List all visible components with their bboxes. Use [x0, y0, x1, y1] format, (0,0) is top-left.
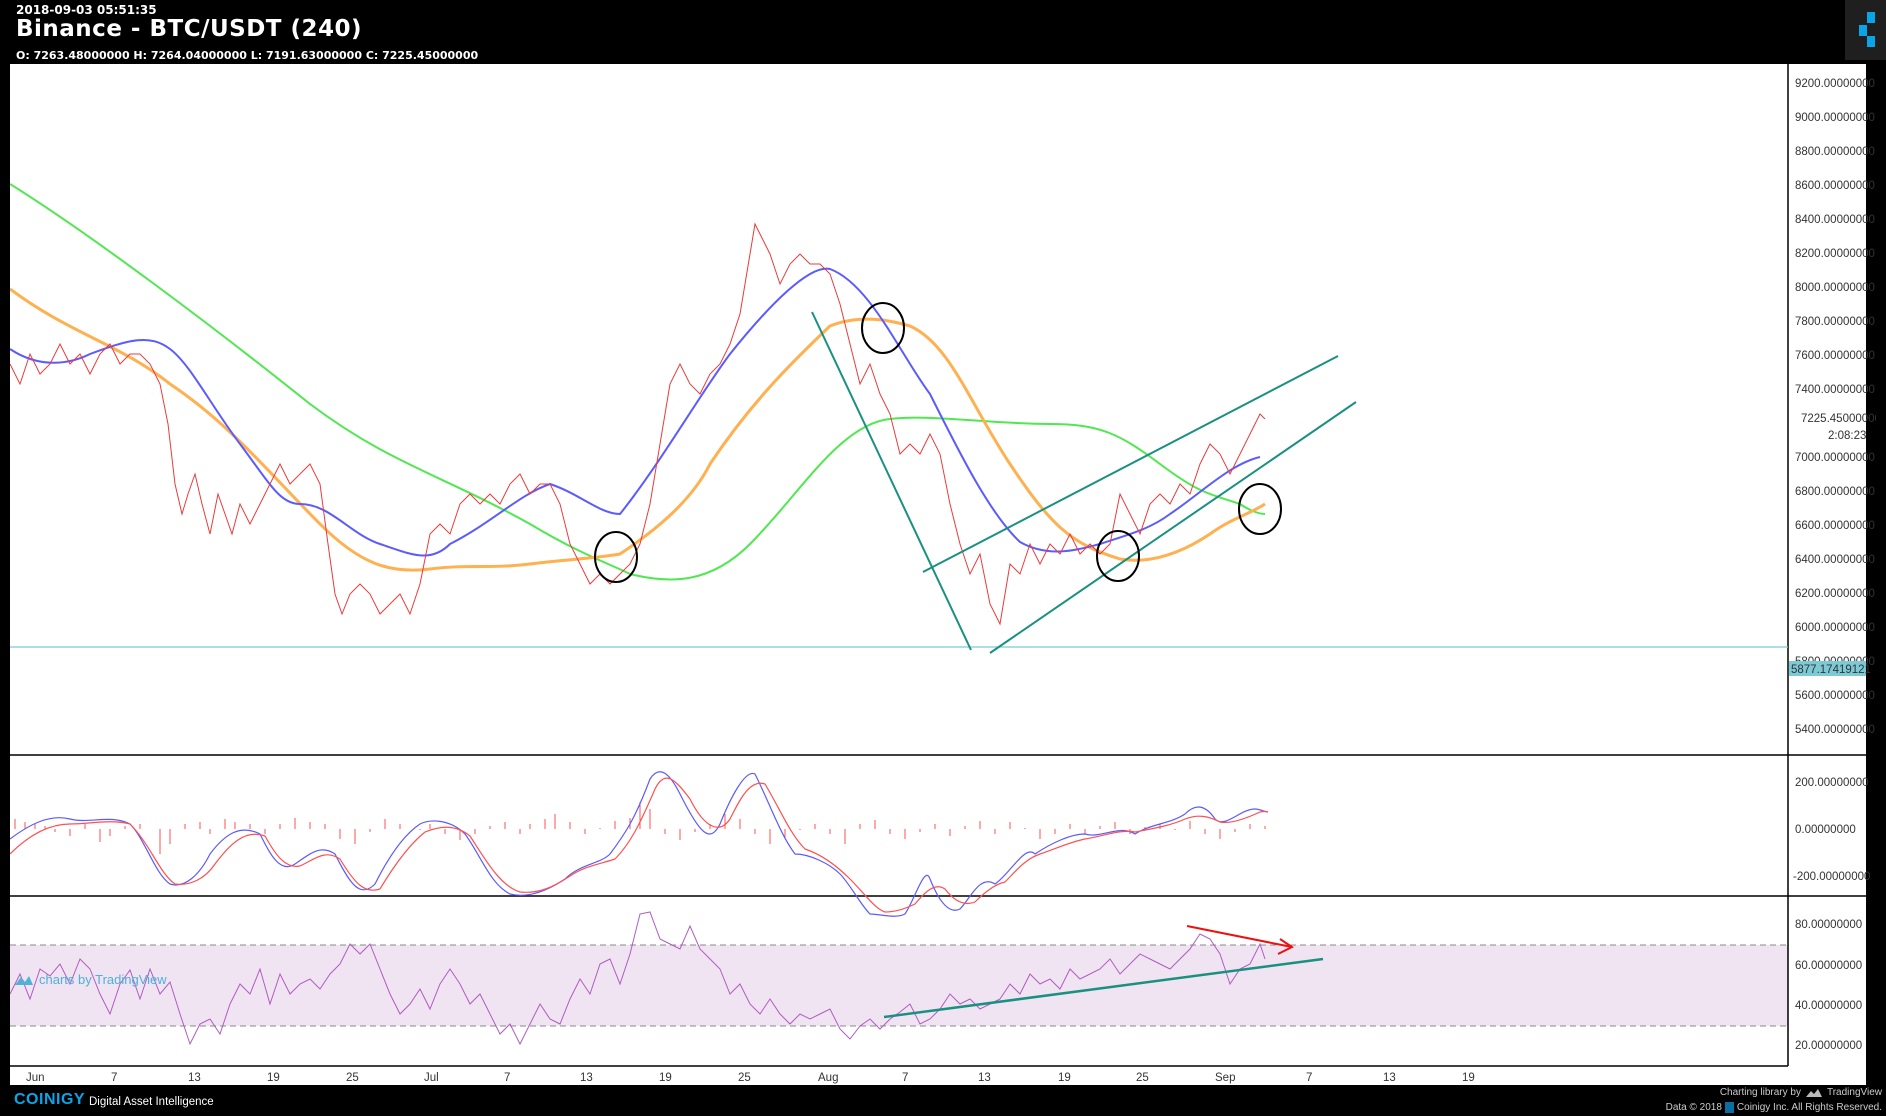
- ma-fast-line: [10, 267, 1261, 557]
- candlesticks: [10, 222, 1266, 626]
- time-label: 7: [111, 1072, 117, 1084]
- time-label: 19: [1058, 1072, 1071, 1084]
- price-label: 6800.00000000: [1795, 486, 1875, 498]
- price-label: 9000.00000000: [1795, 112, 1875, 124]
- timestamp: 2018-09-03 05:51:35: [16, 3, 157, 17]
- divergence-arrow[interactable]: [1186, 925, 1294, 955]
- candle-countdown: 2:08:23: [1828, 430, 1866, 442]
- rsi-label: 80.00000000: [1795, 919, 1862, 931]
- brand-tagline: Digital Asset Intelligence: [89, 1096, 214, 1108]
- price-label: 6400.00000000: [1795, 554, 1875, 566]
- footer: COINIGY Digital Asset Intelligence Chart…: [0, 1085, 1886, 1116]
- tradingview-logo-icon: [1805, 1088, 1822, 1097]
- annotation-circles[interactable]: [594, 302, 1282, 583]
- price-label: 8400.00000000: [1795, 214, 1875, 226]
- chart-svg[interactable]: 9200.00000000 9000.00000000 8800.0000000…: [10, 64, 1876, 1085]
- time-label: 19: [659, 1072, 672, 1084]
- time-label: 25: [1136, 1072, 1149, 1084]
- price-label: 5600.00000000: [1795, 690, 1875, 702]
- last-price-label: 7225.45000000: [1801, 413, 1876, 425]
- macd-line: [10, 771, 1269, 917]
- price-label: 8000.00000000: [1795, 282, 1875, 294]
- ohlc-readout: O: 7263.48000000 H: 7264.04000000 L: 719…: [16, 49, 479, 62]
- rsi-line: [10, 911, 1266, 1046]
- macd-label: -200.00000000: [1793, 871, 1870, 883]
- macd-label: 200.00000000: [1795, 777, 1869, 789]
- price-label: 8200.00000000: [1795, 248, 1875, 260]
- price-label: 7000.00000000: [1795, 452, 1875, 464]
- price-label: 8600.00000000: [1795, 180, 1875, 192]
- tradingview-watermark[interactable]: charts by TradingView: [14, 972, 167, 987]
- time-label: 13: [188, 1072, 201, 1084]
- time-label: 19: [267, 1072, 280, 1084]
- price-axis[interactable]: 9200.00000000 9000.00000000 8800.0000000…: [1789, 78, 1876, 736]
- watermark-text: charts by TradingView: [39, 972, 167, 987]
- tradingview-cloud-icon: [15, 975, 33, 985]
- time-label: Aug: [818, 1072, 838, 1084]
- macd-label: 0.00000000: [1795, 824, 1856, 836]
- charting-credit[interactable]: Charting library by TradingView: [1720, 1087, 1882, 1098]
- copyright-suffix: Coinigy Inc. All Rights Reserved.: [1736, 1102, 1882, 1113]
- time-label: 25: [738, 1072, 751, 1084]
- time-label: 13: [978, 1072, 991, 1084]
- time-axis[interactable]: Jun 7 13 19 25 Jul 7 13 19 25 Aug 7 13 1…: [26, 1072, 1475, 1084]
- coinigy-mini-logo-icon: [1724, 1102, 1734, 1113]
- chart-header: 2018-09-03 05:51:35 Binance - BTC/USDT (…: [0, 0, 1886, 64]
- price-label: 7400.00000000: [1795, 384, 1875, 396]
- time-label: Jul: [424, 1072, 439, 1084]
- macd-axis[interactable]: 200.00000000 0.00000000 -200.00000000: [1793, 777, 1870, 883]
- charting-by-text: Charting library by: [1719, 1087, 1801, 1098]
- time-label: 13: [1383, 1072, 1396, 1084]
- rsi-label: 20.00000000: [1795, 1040, 1862, 1052]
- rsi-axis[interactable]: 80.00000000 60.00000000 40.00000000 20.0…: [1795, 919, 1862, 1052]
- trendlines[interactable]: [811, 311, 1357, 654]
- rsi-label: 40.00000000: [1795, 1000, 1862, 1012]
- tradingview-text: TradingView: [1826, 1087, 1882, 1098]
- time-label: Sep: [1215, 1072, 1235, 1084]
- time-label: 13: [580, 1072, 593, 1084]
- chart-area[interactable]: 9200.00000000 9000.00000000 8800.0000000…: [10, 64, 1876, 1085]
- ma-mid-line: [10, 287, 1266, 572]
- price-label: 7600.00000000: [1795, 350, 1875, 362]
- rsi-trendline[interactable]: [883, 957, 1324, 1019]
- coinigy-brand[interactable]: COINIGY: [14, 1091, 86, 1108]
- price-label: 8800.00000000: [1795, 146, 1875, 158]
- time-label: 19: [1462, 1072, 1475, 1084]
- time-label: 7: [1306, 1072, 1312, 1084]
- hline-price-label: 5877.17419121: [1791, 664, 1871, 676]
- time-label: Jun: [26, 1072, 45, 1084]
- price-label: 7800.00000000: [1795, 316, 1875, 328]
- macd-signal-line: [10, 777, 1269, 913]
- coinigy-logo-icon[interactable]: [1845, 0, 1886, 60]
- time-label: 7: [902, 1072, 908, 1084]
- chart-title: Binance - BTC/USDT (240): [16, 16, 363, 42]
- time-label: 7: [504, 1072, 510, 1084]
- copyright-prefix: Data © 2018: [1665, 1102, 1722, 1113]
- price-label: 6200.00000000: [1795, 588, 1875, 600]
- price-label: 6000.00000000: [1795, 622, 1875, 634]
- time-label: 25: [346, 1072, 359, 1084]
- rsi-label: 60.00000000: [1795, 960, 1862, 972]
- ma-slow-line: [10, 183, 1266, 581]
- copyright: Data © 2018 Coinigy Inc. All Rights Rese…: [1666, 1102, 1882, 1113]
- price-label: 9200.00000000: [1795, 78, 1875, 90]
- price-label: 5400.00000000: [1795, 724, 1875, 736]
- price-label: 6600.00000000: [1795, 520, 1875, 532]
